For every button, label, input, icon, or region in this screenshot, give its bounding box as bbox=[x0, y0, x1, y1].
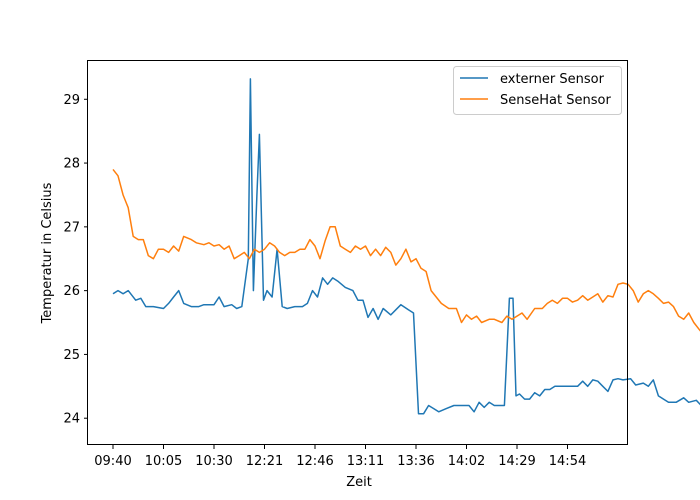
axes-frame bbox=[87, 60, 628, 445]
x-tick-label: 13:11 bbox=[347, 454, 384, 469]
legend: externer Sensor SenseHat Sensor bbox=[453, 66, 622, 115]
x-tick-label: 10:30 bbox=[195, 454, 232, 469]
x-tick-label: 12:46 bbox=[296, 454, 333, 469]
series-layer bbox=[112, 78, 700, 415]
x-tick-label: 14:02 bbox=[448, 454, 485, 469]
x-tick-label: 10:05 bbox=[145, 454, 182, 469]
y-tick-label: 26 bbox=[63, 284, 80, 299]
x-tick-label: 09:40 bbox=[94, 454, 131, 469]
y-axis-label: Temperatur in Celsius bbox=[40, 182, 55, 324]
y-tick-label: 29 bbox=[63, 93, 80, 108]
x-tick-label: 14:29 bbox=[498, 454, 535, 469]
y-tick-label: 25 bbox=[63, 348, 80, 363]
x-axis: 09:40 10:05 10:30 12:21 12:46 13:11 13:36 14:02… bbox=[94, 445, 586, 469]
legend-label-sensehat-sensor: SenseHat Sensor bbox=[500, 93, 611, 108]
legend-box bbox=[453, 66, 622, 115]
x-axis-label: Zeit bbox=[346, 475, 372, 490]
x-tick-label: 14:54 bbox=[549, 454, 586, 469]
y-tick-label: 24 bbox=[63, 412, 80, 427]
legend-label-externer-sensor: externer Sensor bbox=[500, 72, 605, 87]
series-line-sensehat-sensor bbox=[112, 168, 700, 332]
y-tick-label: 28 bbox=[63, 157, 80, 172]
x-tick-label: 13:36 bbox=[397, 454, 434, 469]
series-line-externer-sensor bbox=[112, 78, 700, 415]
y-tick-label: 27 bbox=[63, 220, 80, 235]
y-axis: 24 25 26 27 28 29 bbox=[63, 93, 88, 427]
x-tick-label: 12:21 bbox=[246, 454, 283, 469]
